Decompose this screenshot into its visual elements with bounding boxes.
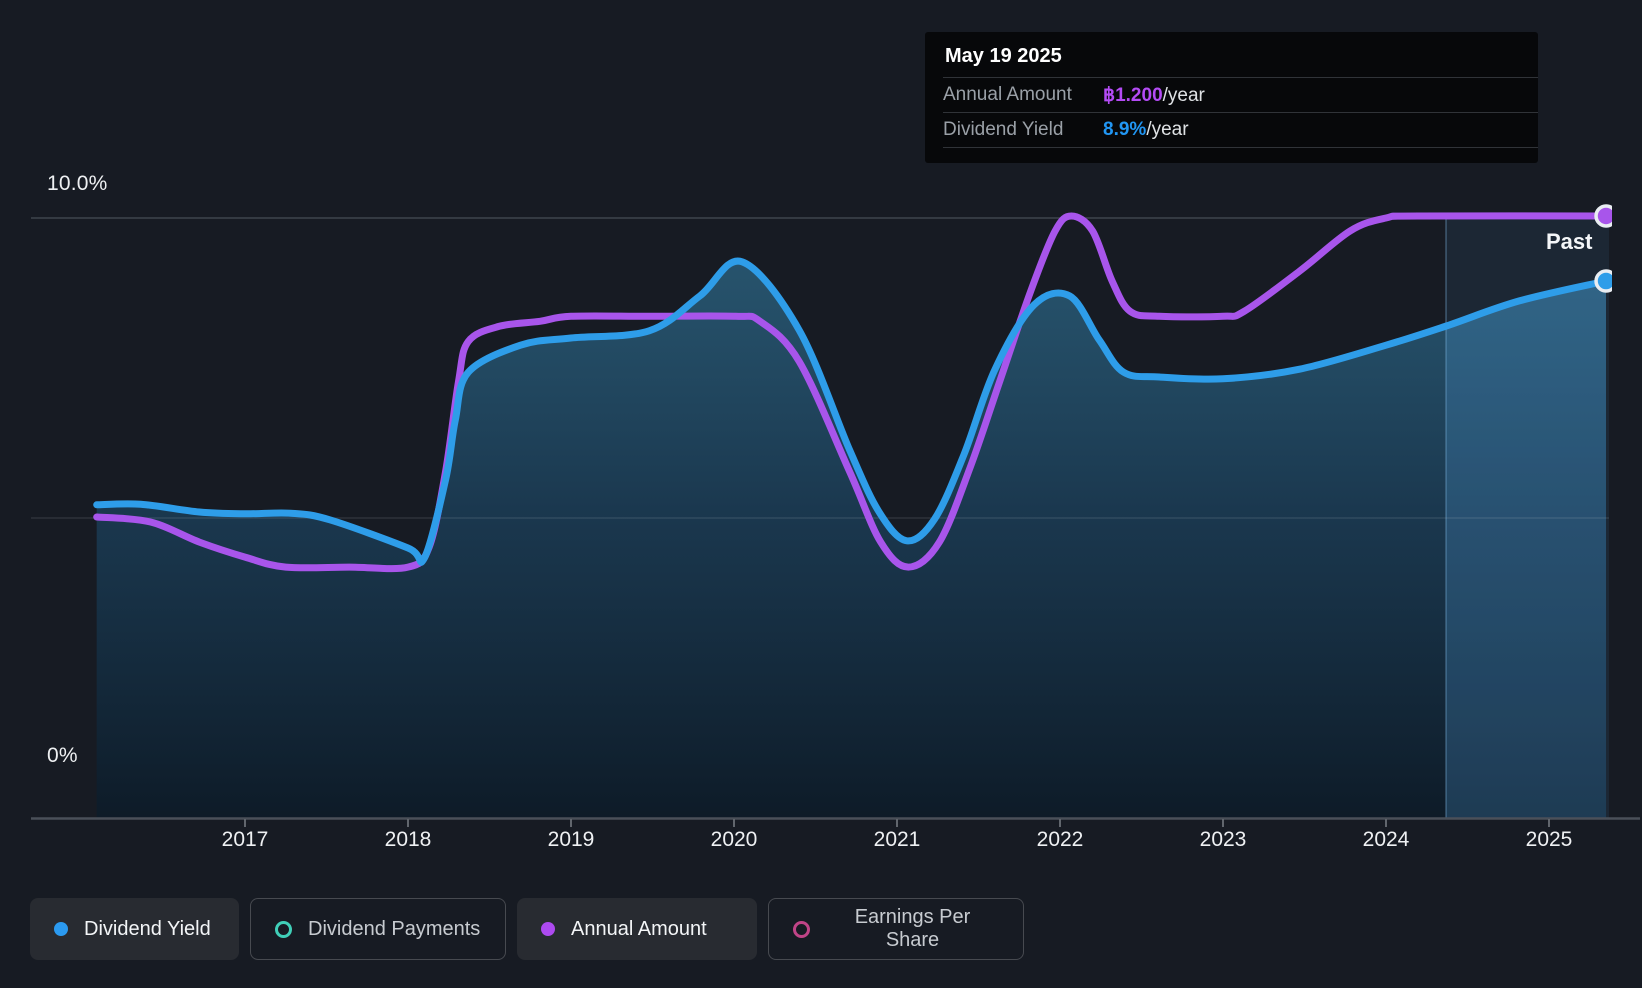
dividend-payments-ring-icon — [275, 920, 292, 938]
x-axis-label: 2018 — [384, 828, 432, 851]
x-axis-ticks — [244, 819, 1550, 827]
yield-area-fill — [96, 261, 1607, 818]
annual-amount-end-marker[interactable] — [1594, 204, 1616, 228]
x-axis-label: 2022 — [1036, 828, 1084, 851]
dividend-yield-end-marker[interactable] — [1594, 269, 1616, 293]
chart-tooltip: May 19 2025 Annual Amount ฿1.200/year Di… — [925, 32, 1538, 163]
dividend-yield-dot-icon — [54, 922, 68, 936]
tooltip-value: 8.9%/year — [1103, 119, 1189, 140]
legend-annual-amount[interactable]: Annual Amount — [517, 898, 757, 960]
x-axis-label: 2021 — [873, 828, 921, 851]
tooltip-row-dividend-yield: Dividend Yield 8.9%/year — [943, 112, 1538, 148]
x-axis-label: 2023 — [1199, 828, 1247, 851]
tooltip-label: Dividend Yield — [943, 119, 1064, 140]
y-axis-label-bottom: 0% — [47, 744, 78, 767]
x-axis-label: 2019 — [547, 828, 595, 851]
legend-label: Earnings Per Share — [854, 906, 971, 951]
y-axis-label-top: 10.0% — [47, 172, 108, 195]
x-axis-label: 2020 — [710, 828, 758, 851]
legend-earnings-per-share[interactable]: Earnings Per Share — [768, 898, 1024, 960]
earnings-per-share-ring-icon — [793, 920, 810, 938]
tooltip-label: Annual Amount — [943, 84, 1072, 105]
legend-label: Annual Amount — [571, 917, 707, 940]
tooltip-date: May 19 2025 — [945, 45, 1062, 67]
legend-label: Dividend Yield — [84, 917, 211, 940]
x-axis-label: 2025 — [1525, 828, 1573, 851]
legend: Dividend Yield Dividend Payments Annual … — [30, 898, 1024, 960]
dividend-yield-line[interactable] — [93, 257, 1610, 566]
legend-label: Dividend Payments — [308, 917, 481, 940]
past-region-area-tint — [1446, 261, 1607, 818]
legend-dividend-payments[interactable]: Dividend Payments — [250, 898, 506, 960]
x-axis-label: 2024 — [1362, 828, 1410, 851]
past-label: Past — [1546, 229, 1593, 254]
tooltip-value: ฿1.200/year — [1103, 84, 1205, 106]
legend-dividend-yield[interactable]: Dividend Yield — [30, 898, 239, 960]
tooltip-row-annual-amount: Annual Amount ฿1.200/year — [943, 77, 1538, 112]
x-axis-label: 2017 — [221, 828, 269, 851]
annual-amount-dot-icon — [541, 922, 555, 936]
